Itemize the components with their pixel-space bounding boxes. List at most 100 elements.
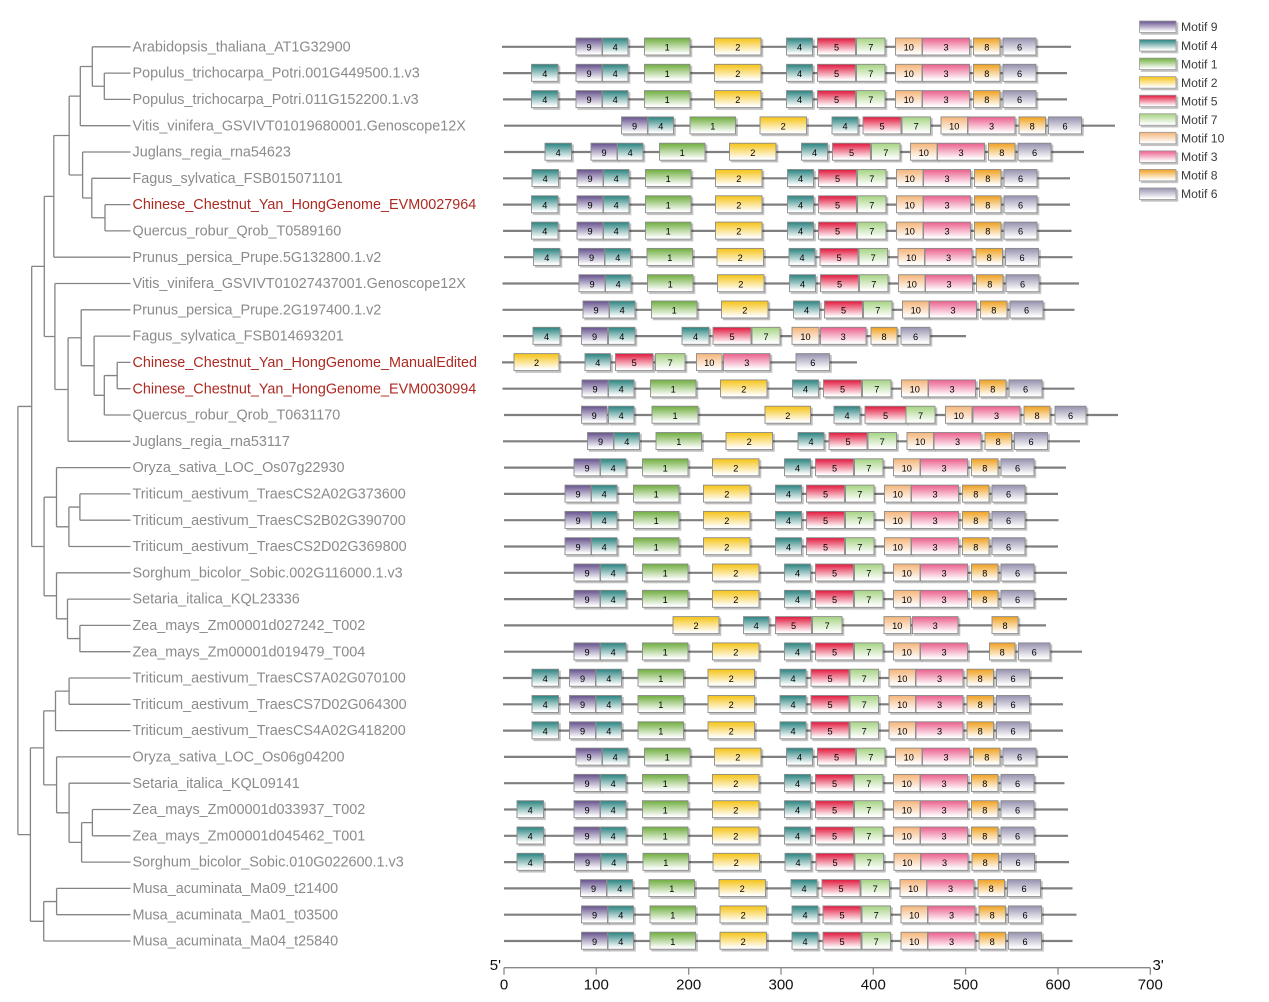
- svg-text:4: 4: [616, 279, 621, 289]
- svg-text:1: 1: [666, 174, 671, 184]
- svg-text:10: 10: [892, 621, 902, 631]
- svg-text:6: 6: [1017, 43, 1022, 53]
- svg-text:500: 500: [953, 977, 978, 994]
- svg-text:3: 3: [944, 227, 949, 237]
- svg-text:6: 6: [1068, 411, 1073, 421]
- svg-text:9: 9: [586, 95, 591, 105]
- svg-text:Zea_mays_Zm00001d045462_T001: Zea_mays_Zm00001d045462_T001: [133, 828, 366, 844]
- svg-text:8: 8: [984, 69, 989, 79]
- svg-text:5: 5: [834, 69, 839, 79]
- svg-text:10: 10: [906, 253, 916, 263]
- svg-text:5: 5: [835, 227, 840, 237]
- svg-text:4: 4: [543, 726, 548, 736]
- svg-text:5: 5: [832, 595, 837, 605]
- svg-text:5: 5: [832, 569, 837, 579]
- svg-text:Populus_trichocarpa_Potri.011G: Populus_trichocarpa_Potri.011G152200.1.v…: [133, 92, 419, 108]
- svg-text:10: 10: [902, 463, 912, 473]
- svg-text:10: 10: [902, 832, 912, 842]
- svg-text:6: 6: [1032, 148, 1037, 158]
- svg-text:4: 4: [542, 95, 547, 105]
- svg-text:3: 3: [949, 937, 954, 947]
- svg-text:8: 8: [983, 858, 988, 868]
- svg-text:Vitis_vinifera_GSVIVT010274370: Vitis_vinifera_GSVIVT01027437001.Genosco…: [133, 276, 467, 292]
- svg-text:Zea_mays_Zm00001d027242_T002: Zea_mays_Zm00001d027242_T002: [133, 618, 366, 634]
- svg-text:3: 3: [932, 542, 937, 552]
- svg-text:4: 4: [542, 200, 547, 210]
- svg-text:6: 6: [1015, 858, 1020, 868]
- svg-text:Triticum_aestivum_TraesCS2A02G: Triticum_aestivum_TraesCS2A02G373600: [133, 487, 406, 503]
- svg-text:3: 3: [937, 674, 942, 684]
- svg-text:5: 5: [827, 700, 832, 710]
- svg-text:2: 2: [750, 148, 755, 158]
- svg-text:10: 10: [902, 779, 912, 789]
- svg-text:6: 6: [1018, 174, 1023, 184]
- svg-text:2: 2: [733, 463, 738, 473]
- svg-text:5: 5: [832, 858, 837, 868]
- svg-text:7: 7: [883, 148, 888, 158]
- svg-text:9: 9: [580, 726, 585, 736]
- svg-text:10: 10: [902, 858, 912, 868]
- svg-text:9: 9: [580, 700, 585, 710]
- svg-text:3: 3: [943, 43, 948, 53]
- svg-text:Motif 5: Motif 5: [1181, 94, 1218, 108]
- svg-text:8: 8: [973, 490, 978, 500]
- svg-text:9: 9: [587, 200, 592, 210]
- svg-text:6: 6: [1032, 648, 1037, 658]
- svg-text:1: 1: [676, 437, 681, 447]
- svg-text:1: 1: [663, 463, 668, 473]
- svg-text:2: 2: [781, 122, 786, 132]
- svg-text:8: 8: [982, 805, 987, 815]
- svg-text:3: 3: [944, 174, 949, 184]
- svg-text:8: 8: [985, 200, 990, 210]
- svg-text:4: 4: [606, 674, 611, 684]
- svg-text:6: 6: [1019, 253, 1024, 263]
- svg-text:7: 7: [918, 411, 923, 421]
- svg-text:10: 10: [915, 437, 925, 447]
- svg-text:9: 9: [592, 332, 597, 342]
- svg-text:8: 8: [984, 43, 989, 53]
- svg-text:6: 6: [1022, 911, 1027, 921]
- svg-text:Motif 4: Motif 4: [1181, 39, 1218, 53]
- svg-text:4: 4: [611, 779, 616, 789]
- svg-text:4: 4: [544, 253, 549, 263]
- svg-text:5: 5: [823, 490, 828, 500]
- svg-text:Zea_mays_Zm00001d019479_T004: Zea_mays_Zm00001d019479_T004: [133, 644, 366, 660]
- svg-text:8: 8: [982, 463, 987, 473]
- svg-text:3: 3: [994, 411, 999, 421]
- svg-text:10: 10: [902, 648, 912, 658]
- svg-text:7: 7: [668, 358, 673, 368]
- svg-text:7: 7: [866, 779, 871, 789]
- svg-text:1: 1: [672, 411, 677, 421]
- svg-text:9: 9: [593, 306, 598, 316]
- svg-text:5: 5: [838, 884, 843, 894]
- svg-text:7: 7: [874, 385, 879, 395]
- svg-text:3: 3: [941, 595, 946, 605]
- svg-text:10: 10: [902, 595, 912, 605]
- svg-text:10: 10: [904, 69, 914, 79]
- svg-text:10: 10: [919, 148, 929, 158]
- svg-text:8: 8: [1002, 621, 1007, 631]
- svg-text:1: 1: [671, 385, 676, 395]
- svg-text:10: 10: [897, 726, 907, 736]
- svg-text:5: 5: [832, 805, 837, 815]
- svg-text:1: 1: [670, 937, 675, 947]
- svg-text:7: 7: [868, 69, 873, 79]
- svg-text:6: 6: [1062, 122, 1067, 132]
- svg-text:5: 5: [835, 200, 840, 210]
- svg-text:2: 2: [733, 595, 738, 605]
- svg-text:4: 4: [800, 279, 805, 289]
- svg-text:2: 2: [741, 385, 746, 395]
- svg-text:Quercus_robur_Qrob_T0631170: Quercus_robur_Qrob_T0631170: [133, 408, 341, 424]
- svg-text:5: 5: [845, 437, 850, 447]
- svg-text:7: 7: [866, 595, 871, 605]
- svg-text:2: 2: [735, 95, 740, 105]
- svg-text:4: 4: [611, 569, 616, 579]
- svg-text:Motif 8: Motif 8: [1181, 169, 1218, 183]
- svg-text:9: 9: [589, 253, 594, 263]
- svg-text:5: 5: [883, 411, 888, 421]
- svg-text:3: 3: [744, 358, 749, 368]
- svg-text:7: 7: [880, 437, 885, 447]
- svg-text:9: 9: [584, 595, 589, 605]
- svg-text:10: 10: [902, 569, 912, 579]
- svg-text:3: 3: [943, 69, 948, 79]
